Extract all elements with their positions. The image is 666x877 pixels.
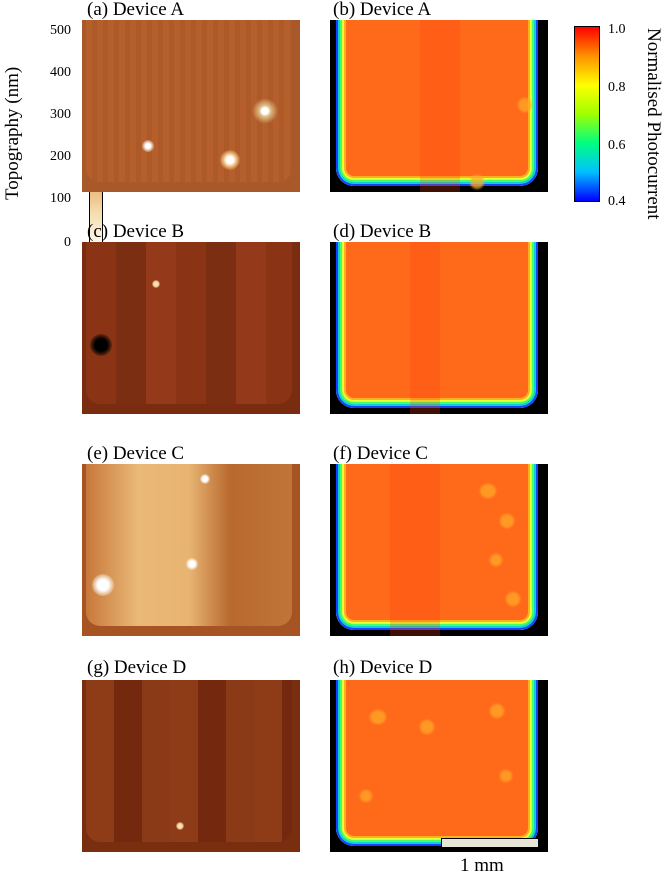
photocurrent-colorbar-title: Normalised Photocurrent bbox=[643, 28, 664, 220]
topography-image-g bbox=[82, 680, 300, 852]
topography-tick-400: 400 bbox=[50, 65, 71, 80]
scale-bar-label: 1 mm bbox=[460, 855, 504, 876]
panel-label-e: (e) Device C bbox=[87, 443, 185, 464]
photocurrent-image-f bbox=[330, 464, 548, 636]
panel-label-f: (f) Device C bbox=[333, 443, 428, 464]
topography-image-a bbox=[82, 20, 300, 192]
topography-tick-100: 100 bbox=[50, 191, 71, 206]
topography-tick-0: 0 bbox=[64, 235, 71, 250]
defect-spot bbox=[200, 474, 210, 484]
photocurrent-tick-0-4: 0.4 bbox=[608, 194, 626, 209]
defect-spot bbox=[152, 280, 160, 288]
photocurrent-image-h bbox=[330, 680, 548, 852]
photocurrent-tick-0-6: 0.6 bbox=[608, 138, 626, 153]
defect-spot bbox=[176, 822, 184, 830]
photocurrent-tick-1-0: 1.0 bbox=[608, 22, 626, 37]
defect-spot bbox=[90, 334, 112, 356]
defect-spot bbox=[252, 98, 278, 124]
photocurrent-image-b bbox=[330, 20, 548, 192]
panel-label-h: (h) Device D bbox=[333, 657, 433, 678]
panel-label-c: (c) Device B bbox=[87, 221, 185, 242]
defect-spot bbox=[186, 558, 198, 570]
photocurrent-tick-0-8: 0.8 bbox=[608, 80, 626, 95]
topography-image-e bbox=[82, 464, 300, 636]
panel-label-d: (d) Device B bbox=[333, 221, 432, 242]
topography-tick-200: 200 bbox=[50, 149, 71, 164]
topography-image-c bbox=[82, 242, 300, 414]
photocurrent-image-d bbox=[330, 242, 548, 414]
defect-spot bbox=[92, 574, 114, 596]
topography-colorbar-title: Topography (nm) bbox=[2, 66, 23, 200]
defect-spot bbox=[142, 140, 154, 152]
panel-label-a: (a) Device A bbox=[87, 0, 185, 20]
topography-tick-500: 500 bbox=[50, 23, 71, 38]
panel-label-g: (g) Device D bbox=[87, 657, 187, 678]
topography-tick-300: 300 bbox=[50, 107, 71, 122]
photocurrent-colorbar-gradient bbox=[574, 26, 600, 202]
scale-bar bbox=[441, 838, 539, 848]
panel-label-b: (b) Device A bbox=[333, 0, 432, 20]
defect-spot bbox=[220, 150, 240, 170]
